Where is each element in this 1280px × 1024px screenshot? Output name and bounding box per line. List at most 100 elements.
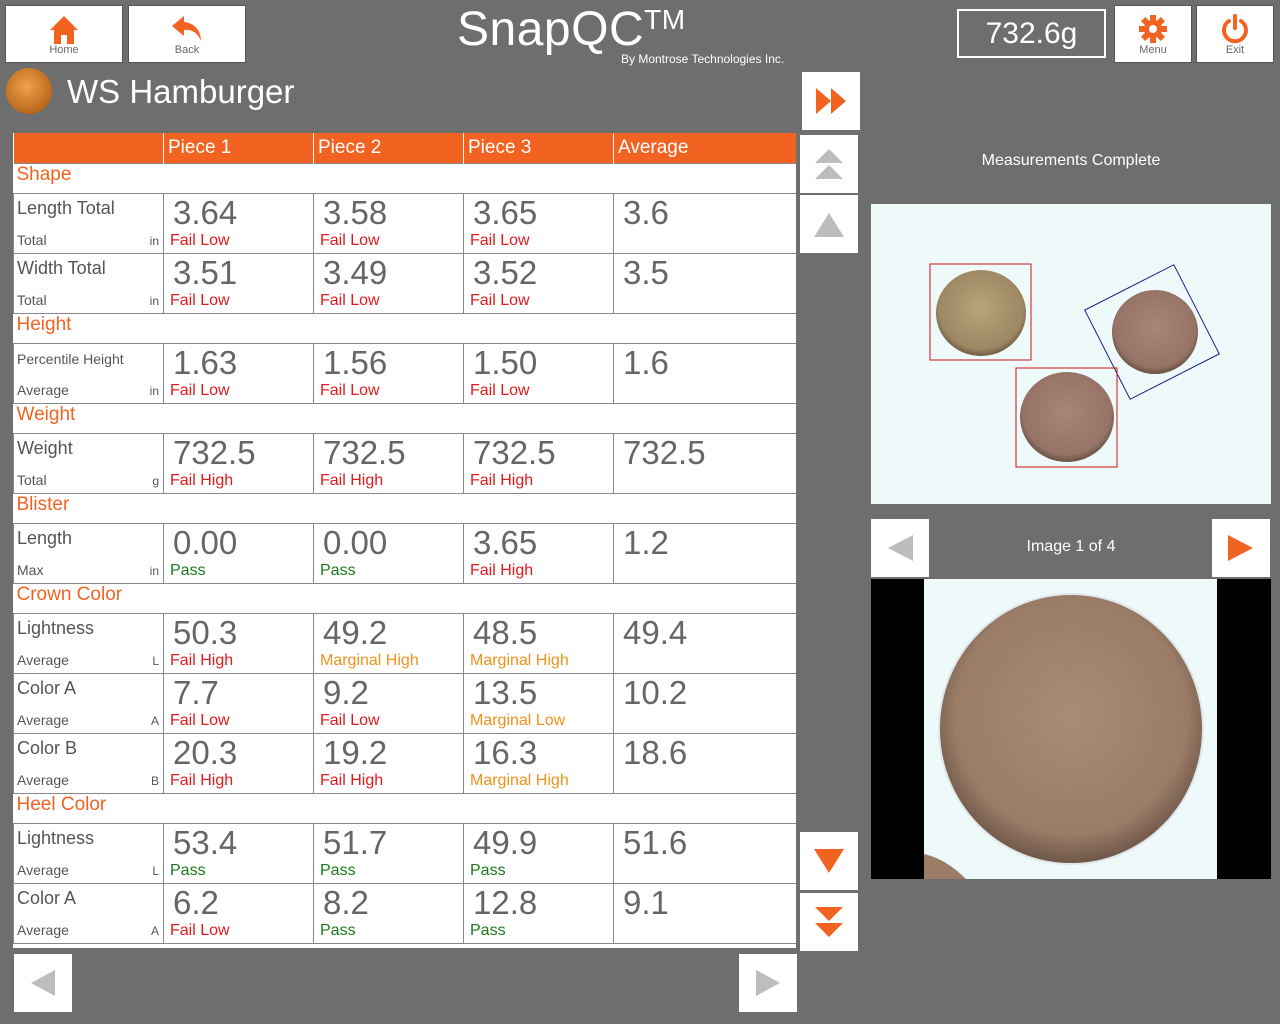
next-image-button[interactable]	[1212, 519, 1270, 577]
back-button[interactable]: Back	[128, 5, 246, 63]
measurement-value: 9.2	[323, 674, 369, 711]
measurement-value: 20.3	[173, 734, 238, 771]
double-down-icon	[815, 907, 843, 937]
measurement-value: 3.52	[473, 254, 538, 291]
section-header-row: Heel Color	[13, 793, 796, 824]
weight-reading: 732.6g	[957, 9, 1106, 58]
status-label: Fail High	[470, 472, 534, 489]
measurement-label-cell: Length Total Total in	[13, 193, 164, 254]
measurement-value: 12.8	[473, 884, 538, 921]
measurement-label-cell: Color B Average B	[13, 733, 164, 794]
back-label: Back	[174, 44, 200, 56]
average-value: 49.4	[623, 614, 688, 651]
piece-value-cell: 3.51 Fail Low	[163, 253, 314, 314]
section-title: Weight	[13, 403, 796, 434]
app-subtitle: By Montrose Technologies Inc.	[621, 52, 785, 66]
measurement-name: Color A	[17, 888, 77, 908]
status-label: Marginal High	[470, 772, 569, 789]
piece-value-cell: 51.7 Pass	[313, 823, 464, 884]
measurement-unit: A	[150, 924, 159, 938]
average-value-cell: 1.6	[613, 343, 796, 404]
measurement-value: 53.4	[173, 824, 238, 861]
piece-value-cell: 1.56 Fail Low	[313, 343, 464, 404]
status-label: Pass	[320, 922, 356, 939]
product-thumbnail	[6, 68, 52, 114]
measurement-value: 3.65	[473, 524, 538, 561]
previous-product-button[interactable]	[14, 954, 72, 1012]
piece-value-cell: 732.5 Fail High	[463, 433, 614, 494]
measurement-row: Color A Average A 6.2 Fail Low 8.2 Pass 12.8 Pas…	[13, 883, 796, 944]
measurement-name: Lightness	[17, 618, 95, 638]
measurement-unit: in	[149, 564, 159, 578]
measurement-subtype: Max	[17, 562, 44, 578]
measurement-subtype: Total	[17, 232, 47, 248]
app-title-text: SnapQC	[457, 3, 645, 56]
column-header: Piece 1	[163, 133, 314, 164]
column-header: Average	[613, 133, 796, 164]
measurement-subtype: Total	[17, 472, 47, 488]
piece-value-cell: 3.52 Fail Low	[463, 253, 614, 314]
scroll-bottom-button[interactable]	[800, 893, 858, 951]
average-value: 18.6	[623, 734, 688, 771]
average-value-cell: 3.6	[613, 193, 796, 254]
left-arrow-icon	[888, 535, 913, 561]
average-value: 1.6	[623, 344, 669, 381]
section-header-row: Crown Color	[13, 583, 796, 614]
measurement-unit: B	[150, 774, 159, 788]
status-label: Fail Low	[170, 292, 230, 309]
measurement-value: 1.63	[173, 344, 238, 381]
measurement-value: 732.5	[473, 434, 556, 471]
section-title: Heel Color	[13, 793, 796, 824]
status-label: Fail High	[170, 652, 234, 669]
fast-forward-button[interactable]	[802, 72, 860, 130]
home-button[interactable]: Home	[5, 5, 123, 63]
measurement-value: 0.00	[323, 524, 388, 561]
measurement-value: 19.2	[323, 734, 388, 771]
status-label: Marginal High	[470, 652, 569, 669]
piece-value-cell: 50.3 Fail High	[163, 613, 314, 674]
exit-label: Exit	[1225, 44, 1245, 56]
back-arrow-icon	[172, 16, 201, 41]
results-table[interactable]: Piece 1 Piece 2 Piece 3 Average Shape Len…	[13, 133, 796, 948]
section-title: Blister	[13, 493, 796, 524]
measurement-unit: L	[152, 654, 159, 668]
fast-forward-icon	[816, 88, 846, 114]
average-value: 9.1	[623, 884, 669, 921]
piece-value-cell: 3.65 Fail Low	[463, 193, 614, 254]
double-up-icon	[815, 149, 843, 179]
previous-image-button[interactable]	[871, 519, 929, 577]
piece-value-cell: 3.64 Fail Low	[163, 193, 314, 254]
measurement-value: 7.7	[173, 674, 219, 711]
next-product-button[interactable]	[739, 954, 797, 1012]
left-arrow-icon	[31, 970, 55, 996]
measurement-unit: in	[149, 384, 159, 398]
exit-button[interactable]: Exit	[1196, 5, 1274, 63]
measurement-unit: in	[149, 234, 159, 248]
average-value: 51.6	[623, 824, 688, 861]
measurement-value: 732.5	[323, 434, 406, 471]
right-arrow-icon	[756, 970, 780, 996]
down-icon	[814, 849, 844, 873]
measurement-value: 51.7	[323, 824, 388, 861]
status-label: Pass	[320, 562, 356, 579]
piece-value-cell: 49.2 Marginal High	[313, 613, 464, 674]
scroll-top-button[interactable]	[800, 135, 858, 193]
measurement-label-cell: Lightness Average L	[13, 823, 164, 884]
status-label: Pass	[320, 862, 356, 879]
scroll-up-button[interactable]	[800, 195, 858, 253]
measurement-label-cell: Length Max in	[13, 523, 164, 584]
piece-value-cell: 19.2 Fail High	[313, 733, 464, 794]
measurement-label-cell: Color A Average A	[13, 883, 164, 944]
gear-icon	[1139, 15, 1167, 43]
status-label: Fail Low	[470, 292, 530, 309]
measurement-value: 13.5	[473, 674, 538, 711]
status-label: Fail High	[170, 472, 234, 489]
status-label: Fail Low	[470, 232, 530, 249]
scroll-down-button[interactable]	[800, 832, 858, 890]
piece-value-cell: 13.5 Marginal Low	[463, 673, 614, 734]
menu-button[interactable]: Menu	[1114, 5, 1192, 63]
capture-overview-image	[871, 204, 1271, 504]
piece-value-cell: 0.00 Pass	[313, 523, 464, 584]
right-arrow-icon	[1228, 535, 1253, 561]
status-label: Fail Low	[170, 382, 230, 399]
